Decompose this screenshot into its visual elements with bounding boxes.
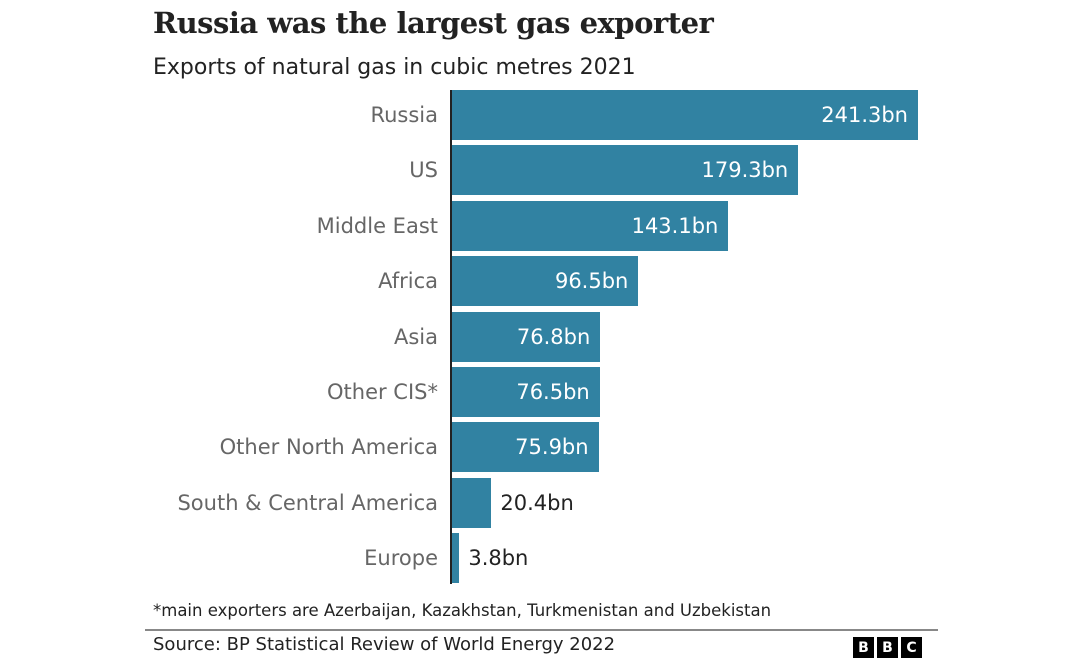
data-label: 96.5bn xyxy=(554,269,629,294)
data-label: 241.3bn xyxy=(821,103,908,127)
chart-page: Russia was the largest gas exporter Expo… xyxy=(145,6,938,658)
divider xyxy=(145,629,938,631)
bar xyxy=(452,367,600,417)
category-label: Africa xyxy=(378,269,438,294)
bar xyxy=(452,477,492,528)
logo-letter: C xyxy=(901,637,922,658)
footnote: *main exporters are Azerbaijan, Kazakhst… xyxy=(153,601,772,620)
data-label: 179.3bn xyxy=(701,158,789,183)
data-label: 76.8bn xyxy=(516,324,591,349)
data-label: 143.1bn xyxy=(631,213,719,238)
bar xyxy=(452,90,918,140)
logo-letter: B xyxy=(877,637,898,658)
bar xyxy=(452,256,639,307)
bar xyxy=(452,311,601,362)
category-label: South & Central America xyxy=(177,490,438,515)
bar xyxy=(452,200,729,251)
data-label: 76.5bn xyxy=(516,380,590,404)
category-label: Other CIS* xyxy=(327,380,438,404)
bar-chart: Russia 241.3bn US 179.3bn Middle East 143.1bn… xyxy=(177,90,918,584)
bar xyxy=(452,145,799,196)
category-label: Russia xyxy=(370,103,438,127)
y-axis-line xyxy=(450,90,452,584)
category-label: US xyxy=(409,158,438,183)
category-label: Asia xyxy=(393,324,438,349)
logo-letter: B xyxy=(853,637,874,658)
bar xyxy=(452,422,599,473)
category-label: Other North America xyxy=(219,435,438,460)
source-text: Source: BP Statistical Review of World E… xyxy=(153,634,616,655)
data-label: 75.9bn xyxy=(515,435,589,460)
category-label: Europe xyxy=(364,546,438,571)
data-label: 3.8bn xyxy=(468,546,529,571)
chart-title: Russia was the largest gas exporter xyxy=(153,6,714,40)
data-label: 20.4bn xyxy=(500,490,574,515)
bbc-logo: B B C xyxy=(853,637,922,658)
chart-subtitle: Exports of natural gas in cubic metres 2… xyxy=(153,55,636,80)
category-label: Middle East xyxy=(316,213,438,238)
bar xyxy=(452,533,460,584)
